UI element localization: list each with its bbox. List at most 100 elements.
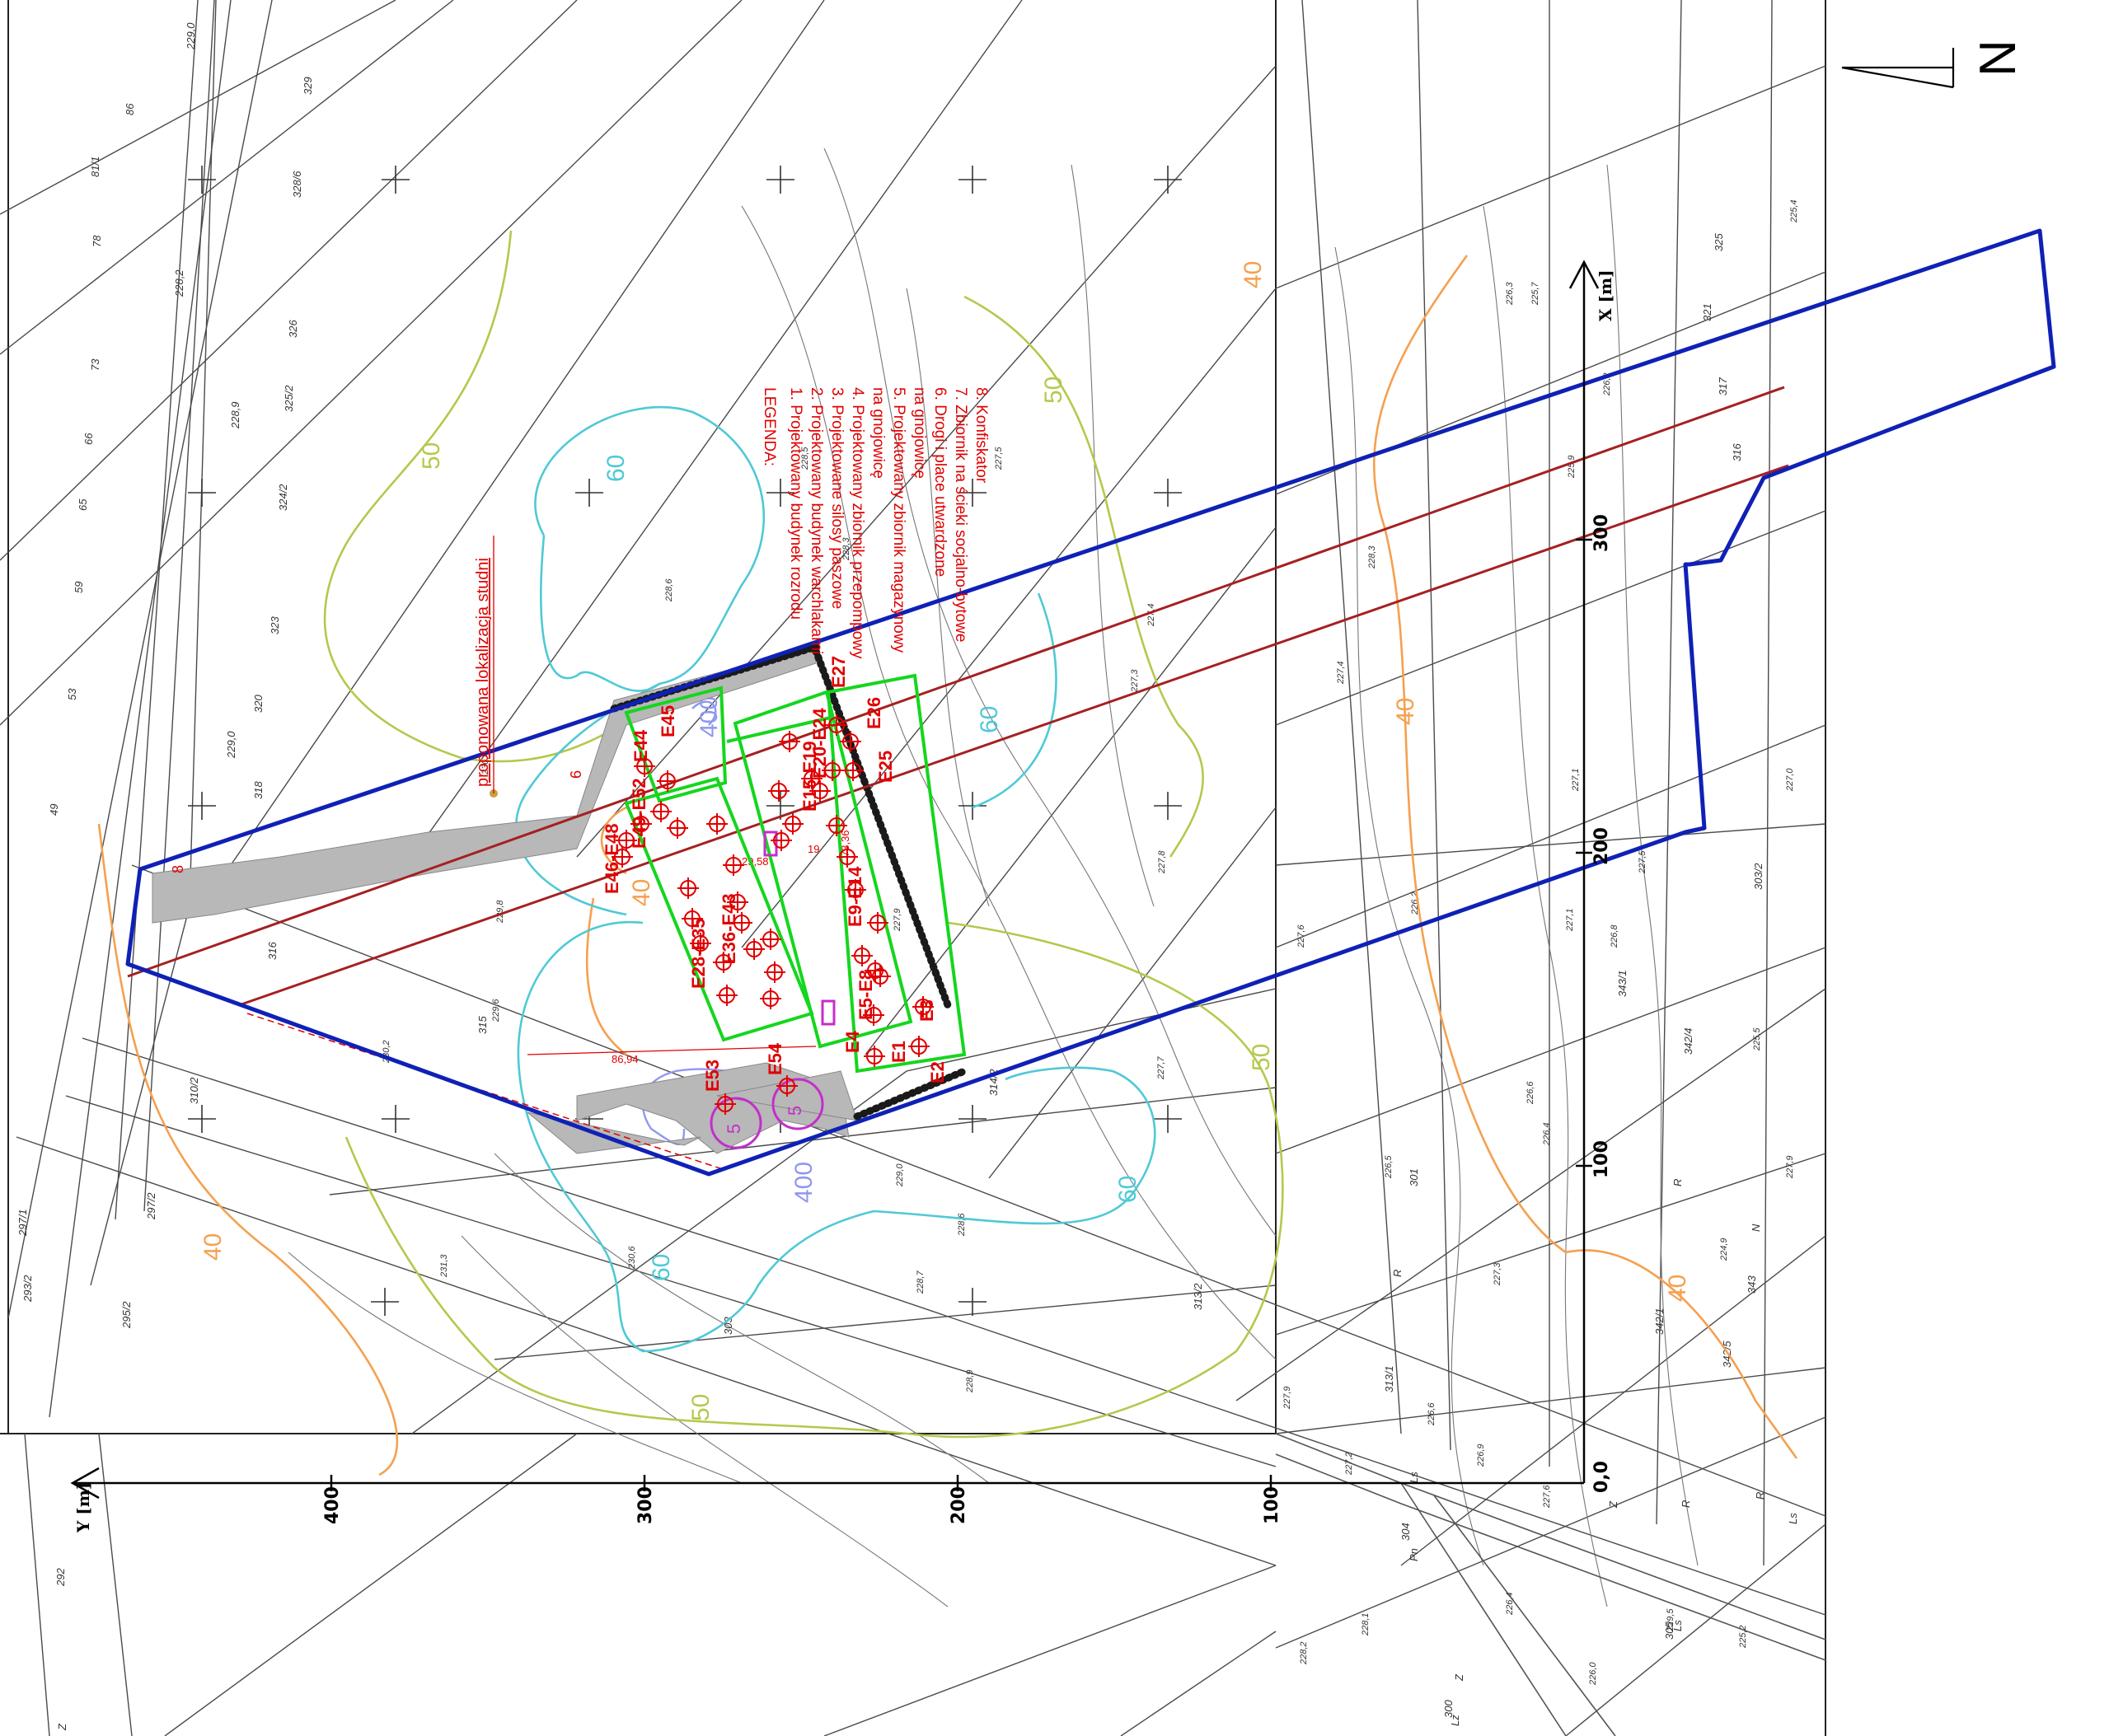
emitter-marker	[845, 879, 866, 901]
parcel-label: 229,0	[225, 731, 237, 759]
emitter-marker	[826, 815, 847, 836]
elevation-label: 224,9	[1719, 1238, 1729, 1261]
parcel-label: 326	[287, 320, 299, 338]
emitter-marker	[782, 813, 804, 835]
elevation-label: 226,9	[1476, 1444, 1486, 1467]
elevation-label: 225,7	[1530, 282, 1540, 306]
parcel-label: Z	[56, 1723, 68, 1731]
parcel-label: 313/2	[1192, 1283, 1204, 1310]
y-tick-label: 200	[949, 1486, 969, 1524]
road-centre-lines	[127, 386, 1789, 1007]
elevation-label: 229,6	[491, 999, 501, 1022]
parcel-label: 295/2	[120, 1301, 133, 1329]
axis-ticks	[330, 538, 1592, 1491]
parcel-label: 320	[252, 695, 265, 713]
legend-item: 8. Konfiskator	[972, 387, 990, 484]
emitter-marker	[842, 760, 864, 781]
parcel-label: 315	[476, 1016, 489, 1034]
emitter-marker	[822, 760, 843, 781]
emitter-marker	[731, 912, 752, 934]
emitter-markers	[612, 714, 934, 1115]
parcel-label: 305	[1663, 1621, 1675, 1640]
parcel-label: 325	[1713, 233, 1725, 251]
pump-tank	[763, 831, 778, 857]
source-label-e26: E26	[864, 697, 884, 729]
parcel-label: 59	[73, 582, 85, 593]
building-annex	[826, 673, 967, 1074]
elevation-label: 225,9	[1567, 455, 1577, 479]
area-6-label: 6	[568, 770, 584, 779]
elevation-label: 231,3	[439, 1254, 449, 1278]
parcel-label: 343/1	[1616, 970, 1629, 997]
parcel-label: N	[1750, 1224, 1762, 1232]
elevation-label: 225,5	[1752, 1027, 1762, 1051]
parcel-label: 343	[1746, 1275, 1758, 1294]
parcel-label: 228,2	[173, 269, 185, 297]
elevation-label: 225,2	[1738, 1625, 1748, 1649]
y-tick-label: 100	[1262, 1486, 1282, 1524]
elevation-label: 228,9	[965, 1369, 975, 1393]
emitter-marker	[837, 846, 858, 868]
source-label-e5-e8: E5-E8	[855, 970, 876, 1020]
parcel-label: 325/2	[283, 385, 295, 412]
elevation-label: 228,6	[664, 578, 674, 602]
source-label-e44: E44	[630, 729, 651, 762]
contour-label-400: 400	[696, 696, 723, 737]
contour-label-60: 60	[648, 1254, 675, 1281]
building-1	[624, 686, 728, 803]
parcel-label: 73	[89, 358, 101, 371]
source-label-e54: E54	[765, 1042, 785, 1075]
parcel-label: Pn	[1408, 1548, 1420, 1561]
y-tick-label: 400	[322, 1486, 343, 1524]
legend-item: 5. Projektowany zbiornik magazynowy	[890, 387, 907, 653]
dimension-label: 29,58	[742, 855, 769, 868]
emitter-marker	[864, 1046, 885, 1067]
parcel-label: 313/1	[1383, 1365, 1395, 1392]
parcel-label: 66	[82, 433, 95, 445]
contour-label-40: 40	[1664, 1275, 1691, 1302]
spot-elevations: 227,4 227,3 227,5 228,5 228,3 228,6 229,…	[382, 199, 1799, 1686]
x-tick-label: 200	[1591, 827, 1612, 865]
contour-label-50: 50	[1248, 1044, 1275, 1071]
manure-tanks	[710, 831, 836, 1149]
parcel-label: 329	[302, 77, 314, 95]
elevation-label: 227,6	[1542, 1485, 1552, 1509]
elevation-label: 227,9	[1785, 1155, 1795, 1179]
dimension-label: 86,94	[612, 1053, 639, 1065]
elevation-label: 226,5	[1384, 1155, 1394, 1179]
x-tick-label: 0,0	[1591, 1461, 1612, 1493]
source-label-e49-e52: E49-E52	[629, 778, 649, 849]
parcel-label: 303/2	[1752, 863, 1765, 890]
parcel-label: 304	[1399, 1523, 1412, 1541]
emitter-marker	[677, 877, 699, 899]
elevation-label: 226,6	[1526, 1081, 1535, 1105]
elevation-label: 228,3	[1367, 545, 1377, 569]
parcel-label: 229,0	[185, 22, 197, 50]
y-axis-name: Y [m]	[73, 1482, 93, 1533]
emitter-marker	[863, 1004, 884, 1026]
emitter-marker	[612, 846, 633, 868]
contour-label-40: 40	[628, 879, 655, 906]
parcel-label: 328/6	[291, 171, 303, 198]
elevation-label: 228,5	[800, 447, 810, 470]
elevation-label: 229,5	[1666, 1608, 1675, 1632]
x-tick-label: 100	[1591, 1140, 1612, 1178]
elevation-label: 227,9	[1282, 1386, 1292, 1410]
emitter-marker	[616, 830, 637, 851]
source-label-e2: E2	[927, 1061, 948, 1083]
contour-label-50: 50	[687, 1394, 715, 1421]
emitter-marker	[826, 714, 847, 736]
parcel-label: 297/2	[145, 1192, 157, 1220]
north-letter: N	[1970, 40, 2027, 77]
contour-label-400: 400	[790, 1162, 818, 1203]
elevation-label: 228,2	[1299, 1641, 1309, 1665]
parcel-label: 316	[1731, 443, 1743, 461]
emitter-marker	[630, 813, 652, 835]
parcel-label: 318	[252, 781, 265, 799]
parcel-label: 316	[266, 942, 279, 960]
elevation-label: 228,6	[957, 1213, 967, 1237]
emitter-marker	[713, 952, 734, 973]
elevation-label: 227,3	[1493, 1262, 1502, 1286]
parcel-label: 321	[1701, 303, 1713, 321]
elevation-label: 226,6	[1427, 1402, 1436, 1426]
